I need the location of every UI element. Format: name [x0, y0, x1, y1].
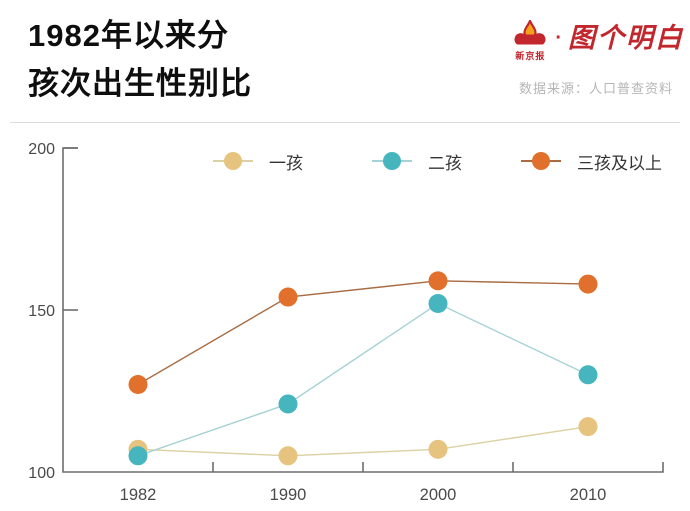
- y-axis-label: 200: [28, 141, 55, 158]
- brand-mark: 新京报: [513, 20, 547, 62]
- legend-item-third-child-plus: 三孩及以上: [521, 150, 662, 173]
- page-title-line2: 孩次出生性别比: [28, 66, 252, 101]
- legend-item-second-child: 二孩: [372, 150, 462, 173]
- data-source: 数据来源：人口普查资料: [518, 81, 673, 96]
- data-point-一孩-2010: [578, 417, 598, 437]
- y-axis-label: 150: [28, 303, 55, 320]
- data-point-三孩及以上-2010: [578, 274, 598, 294]
- y-axis-label: 100: [28, 465, 55, 482]
- x-axis-label: 2000: [420, 486, 457, 504]
- x-axis-label: 1982: [120, 486, 157, 504]
- page-title-line1: 1982年以来分: [28, 18, 229, 53]
- brand-separator-dot: ·: [555, 27, 562, 49]
- legend-dot-icon: [532, 152, 550, 170]
- page-title: 1982年以来分 孩次出生性别比: [28, 12, 252, 108]
- legend-marker-first-child: [213, 150, 253, 172]
- brand-flame-icon: [514, 20, 546, 45]
- data-point-二孩-1982: [128, 446, 148, 466]
- series-line-三孩及以上: [137, 280, 589, 386]
- data-point-一孩-2000: [428, 439, 448, 459]
- legend-marker-third-child-plus: [521, 150, 561, 172]
- data-point-二孩-2000: [428, 294, 448, 314]
- data-point-三孩及以上-1982: [128, 375, 148, 395]
- data-point-二孩-2010: [578, 365, 598, 385]
- legend-dot-icon: [224, 152, 242, 170]
- legend-dot-icon: [383, 152, 401, 170]
- series-line-二孩: [137, 302, 589, 457]
- axis-lines: [62, 147, 664, 473]
- data-point-三孩及以上-2000: [428, 271, 448, 291]
- series-line-一孩: [137, 425, 589, 457]
- x-axis-label: 1990: [270, 486, 307, 504]
- brand-tagline: 图个明白: [568, 23, 684, 53]
- legend-label: 二孩: [428, 153, 462, 173]
- x-axis-label: 2010: [570, 486, 607, 504]
- legend-item-first-child: 一孩: [213, 150, 303, 173]
- legend-marker-second-child: [372, 150, 412, 172]
- data-point-一孩-1990: [278, 446, 298, 466]
- data-point-三孩及以上-1990: [278, 287, 298, 307]
- brand-logo: 新京报 · 图个明白: [513, 18, 684, 62]
- brand-name: 新京报: [515, 51, 546, 61]
- legend-label: 一孩: [269, 153, 303, 173]
- header-separator: [10, 122, 680, 123]
- data-point-二孩-1990: [278, 394, 298, 414]
- legend-label: 三孩及以上: [577, 153, 662, 173]
